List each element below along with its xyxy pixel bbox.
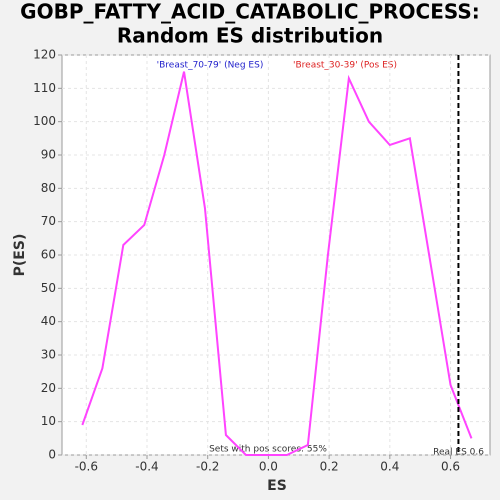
x-tick-label: -0.6 — [75, 460, 98, 474]
y-tick-label: 0 — [48, 448, 56, 462]
x-tick-label: -0.4 — [135, 460, 158, 474]
y-tick-label: 80 — [41, 181, 56, 195]
y-tick-label: 30 — [41, 348, 56, 362]
chart-title: Random ES distribution — [117, 24, 383, 48]
neg-label: 'Breast_70-79' (Neg ES) — [157, 61, 264, 71]
y-tick-label: 60 — [41, 248, 56, 262]
y-tick-label: 40 — [41, 314, 56, 328]
line — [81, 71, 473, 456]
y-tick-label: 50 — [41, 281, 56, 295]
real-es-label: Real ES 0.6 — [433, 448, 484, 458]
y-tick-label: 70 — [41, 214, 56, 228]
chart-title: GOBP_FATTY_ACID_CATABOLIC_PROCESS: — [20, 0, 480, 24]
y-tick-label: 100 — [33, 114, 56, 128]
y-tick-label: 90 — [41, 148, 56, 162]
y-tick-label: 20 — [41, 381, 56, 395]
x-tick-label: 0.0 — [259, 460, 278, 474]
x-axis-label: ES — [267, 478, 287, 494]
y-axis-label: P(ES) — [12, 234, 28, 277]
y-tick-label: 10 — [41, 414, 56, 428]
x-tick-label: -0.2 — [196, 460, 219, 474]
plot-area — [61, 54, 491, 456]
y-tick-label: 110 — [33, 81, 56, 95]
x-tick-label: 0.4 — [380, 460, 399, 474]
annotation: Sets with pos scores: 55% — [209, 445, 327, 455]
x-tick-label: 0.6 — [441, 460, 460, 474]
y-tick-label: 120 — [33, 48, 56, 62]
pos-label: 'Breast_30-39' (Pos ES) — [293, 61, 397, 71]
x-tick-label: 0.2 — [320, 460, 339, 474]
